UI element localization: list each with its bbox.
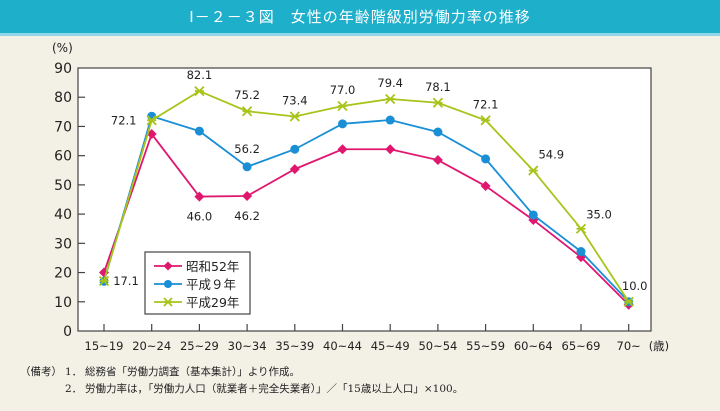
data-label: 75.2 xyxy=(234,88,260,102)
note-text: 総務省「労働力調査（基本集計）」より作成。 xyxy=(85,366,301,378)
x-tick-label: 35~39 xyxy=(275,339,314,353)
legend-item: 平成29年 xyxy=(154,295,239,310)
x-tick-label: 15~19 xyxy=(85,339,124,353)
data-label: 17.1 xyxy=(113,274,139,288)
y-tick-label: 80 xyxy=(54,90,72,106)
y-tick-label: 60 xyxy=(54,149,72,165)
diamond-marker xyxy=(480,181,491,192)
circle-marker xyxy=(433,127,443,137)
x-tick-label: 25~29 xyxy=(180,339,219,353)
diamond-marker xyxy=(432,155,443,166)
asterisk-marker xyxy=(289,111,300,122)
x-tick-label: 65~69 xyxy=(562,339,601,353)
diamond-marker xyxy=(289,164,300,175)
legend-label: 平成29年 xyxy=(186,295,239,310)
asterisk-marker xyxy=(163,297,173,307)
x-tick-label: 30~34 xyxy=(228,339,267,353)
note-number: 1． xyxy=(65,366,83,378)
y-tick-label: 30 xyxy=(54,236,72,252)
series-line xyxy=(103,115,630,303)
data-label: 46.0 xyxy=(187,210,213,224)
notes: （備考） 1． 総務省「労働力調査（基本集計）」より作成。 2． 労働力率は，「… xyxy=(20,364,463,398)
x-tick-label: 40~44 xyxy=(323,339,362,353)
diamond-marker xyxy=(163,261,173,271)
data-label: 72.1 xyxy=(111,113,137,127)
x-tick-label: 45~49 xyxy=(371,339,410,353)
data-label: 10.0 xyxy=(622,279,648,293)
asterisk-marker xyxy=(480,115,491,126)
x-tick-label: 60~64 xyxy=(514,339,553,353)
circle-marker xyxy=(576,247,586,257)
data-label: 72.1 xyxy=(473,97,499,111)
data-label: 77.0 xyxy=(330,83,356,97)
diamond-marker xyxy=(194,191,205,202)
asterisk-marker xyxy=(98,275,110,287)
x-axis-unit: (歳) xyxy=(649,339,669,353)
legend-item: 平成９年 xyxy=(154,277,236,292)
data-label: 73.4 xyxy=(282,94,308,108)
x-axis: 15~19 20~24 25~29 30~34 35~39 40~44 45~49 50~54… xyxy=(85,324,669,353)
y-tick-label: 10 xyxy=(54,295,72,311)
circle-marker xyxy=(163,279,173,289)
y-tick-label: 70 xyxy=(54,119,72,135)
data-label: 46.2 xyxy=(234,209,260,223)
data-label: 79.4 xyxy=(377,76,403,90)
series-layer xyxy=(98,85,634,310)
y-axis: 0 10 20 30 40 50 60 70 80 90 xyxy=(54,61,85,340)
circle-marker xyxy=(528,210,538,220)
diamond-marker xyxy=(242,190,253,201)
data-label: 35.0 xyxy=(586,208,612,222)
data-label: 82.1 xyxy=(187,68,213,82)
x-tick-label: 20~24 xyxy=(132,339,171,353)
asterisk-marker xyxy=(241,106,253,117)
data-label: 56.2 xyxy=(234,142,260,156)
circle-marker xyxy=(481,154,491,164)
circle-marker xyxy=(194,126,204,136)
asterisk-marker xyxy=(146,115,157,126)
asterisk-marker xyxy=(432,97,444,108)
circle-marker xyxy=(338,119,347,129)
y-tick-label: 20 xyxy=(54,266,72,282)
legend-label: 平成９年 xyxy=(186,277,236,292)
y-tick-label: 90 xyxy=(54,61,72,77)
figure-title: Ⅰ－２－３図 女性の年齢階級別労働力率の推移 xyxy=(0,0,720,36)
circle-marker xyxy=(242,162,252,172)
legend-box xyxy=(144,251,251,315)
x-tick-label: 70~ xyxy=(617,339,641,353)
circle-marker xyxy=(290,144,300,154)
notes-heading: （備考） xyxy=(20,366,62,378)
note-row-1: （備考） 1． 総務省「労働力調査（基本集計）」より作成。 xyxy=(20,364,463,381)
circle-marker xyxy=(385,115,395,125)
asterisk-marker xyxy=(575,223,587,234)
legend-item: 昭和52年 xyxy=(154,259,239,274)
asterisk-marker xyxy=(194,85,205,97)
y-tick-label: 50 xyxy=(54,178,72,194)
line-chart: 0 10 20 30 40 50 60 70 80 90 15~19 20~24 25~29 30~34… xyxy=(52,41,669,353)
y-tick-label: 0 xyxy=(63,324,72,340)
note-number: 2． xyxy=(65,383,83,395)
note-row-2: 2． 労働力率は，「労働力人口（就業者＋完全失業者）」／「15歳以上人口」×10… xyxy=(20,381,463,398)
diamond-marker xyxy=(385,144,396,155)
x-tick-label: 50~54 xyxy=(418,339,457,353)
legend-label: 昭和52年 xyxy=(186,259,239,274)
data-label: 78.1 xyxy=(425,80,451,94)
y-tick-label: 40 xyxy=(54,207,72,223)
series-2 xyxy=(99,111,634,307)
diamond-marker xyxy=(337,144,348,155)
series-line xyxy=(103,90,630,303)
series-line xyxy=(103,132,630,306)
asterisk-marker xyxy=(528,165,539,176)
data-labels: 46.0 46.2 56.2 17.1 72.1 82.1 75.2 73.4 77.0 79.4… xyxy=(111,68,648,293)
asterisk-marker xyxy=(337,100,348,112)
series-3 xyxy=(98,85,634,307)
y-axis-unit: (%) xyxy=(52,41,73,55)
asterisk-marker xyxy=(623,296,634,307)
x-tick-label: 55~59 xyxy=(466,339,505,353)
asterisk-marker xyxy=(385,93,396,105)
note-text: 労働力率は，「労働力人口（就業者＋完全失業者）」／「15歳以上人口」×100。 xyxy=(85,383,464,395)
data-label: 54.9 xyxy=(538,148,564,162)
